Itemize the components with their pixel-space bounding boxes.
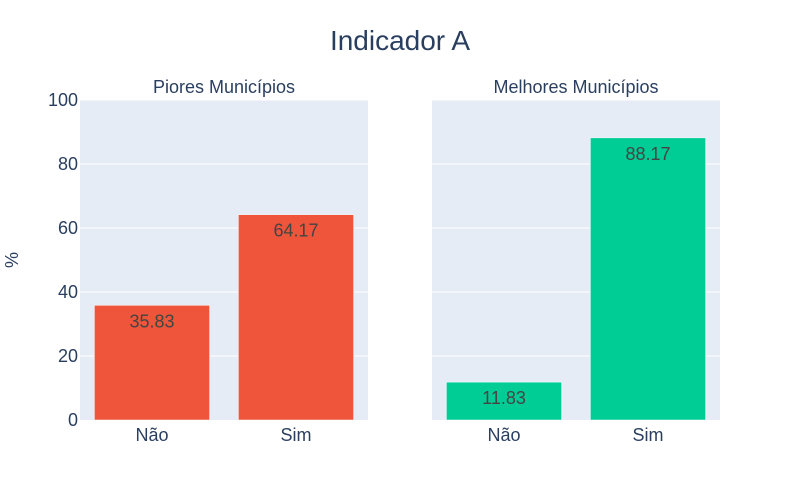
y-tick-label: 40	[58, 282, 78, 302]
bar	[94, 305, 210, 421]
subplot-title: Melhores Municípios	[493, 77, 658, 97]
x-tick-label: Sim	[633, 425, 664, 445]
y-tick-label: 100	[48, 90, 78, 110]
x-tick-label: Sim	[281, 425, 312, 445]
bar-value-label: 64.17	[273, 221, 318, 241]
x-tick-label: Não	[487, 425, 520, 445]
bar	[238, 214, 354, 421]
y-tick-label: 20	[58, 346, 78, 366]
bar	[590, 137, 706, 421]
x-tick-label: Não	[135, 425, 168, 445]
bar-value-label: 35.83	[129, 311, 174, 331]
y-tick-label: 0	[68, 410, 78, 430]
subplot-2: Melhores Municípios 11.83 Não 88.17 Sim	[432, 77, 720, 445]
subplot-title: Piores Municípios	[153, 77, 295, 97]
subplots: 0 20 40 60 80 100 Piores Municípios 35.83 Não 64.…	[48, 77, 720, 445]
y-axis-label: %	[2, 252, 22, 268]
bar-value-label: 88.17	[625, 144, 670, 164]
y-tick-label: 60	[58, 218, 78, 238]
bar	[446, 381, 562, 421]
subplot-1: 0 20 40 60 80 100 Piores Municípios 35.83 Não 64.…	[48, 77, 368, 445]
bar-value-label: 11.83	[482, 388, 526, 408]
y-tick-label: 80	[58, 154, 78, 174]
chart-title: Indicador A	[330, 25, 470, 56]
